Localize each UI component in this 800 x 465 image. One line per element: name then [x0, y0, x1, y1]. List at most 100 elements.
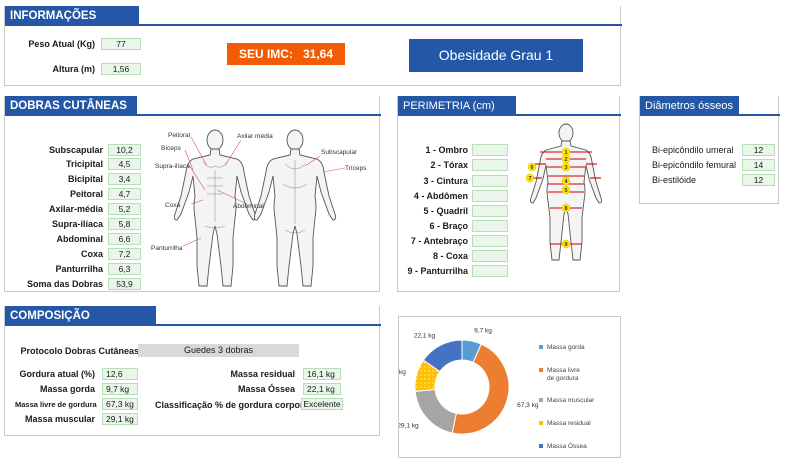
protocolo-select[interactable]: Guedes 3 dobras: [138, 344, 299, 357]
dobra-value-coxa[interactable]: 7,2: [108, 248, 141, 260]
marker-9: 9: [564, 242, 567, 248]
legend-label-3: Massa muscular: [547, 397, 595, 404]
legend-label-2: Massa livre de gordura: [547, 367, 580, 382]
dobra-value-soma[interactable]: 53,9: [108, 278, 141, 290]
diam-value-estiloide[interactable]: 12: [742, 174, 775, 186]
composicao-panel: COMPOSIÇÃO CORPORAL Protocolo Dobras Cut…: [4, 306, 381, 436]
info-header-line: [5, 24, 622, 26]
fig-label-peitoral: Peitoral: [168, 132, 191, 139]
perim-value-ombro[interactable]: [472, 144, 508, 156]
massa-ossea-value[interactable]: 22,1 kg: [303, 383, 341, 395]
dobra-value-panturrilha[interactable]: 6,3: [108, 263, 141, 275]
dobra-value-suprailiaca[interactable]: 5,8: [108, 218, 141, 230]
dobra-value-axilar[interactable]: 5,2: [108, 203, 141, 215]
dobras-title: DOBRAS CUTÂNEAS: [5, 96, 137, 116]
massa-muscular-value[interactable]: 29,1 kg: [102, 413, 138, 425]
legend-label-4: Massa residual: [547, 420, 591, 427]
donut-value-label-5: 22,1 kg: [414, 333, 436, 340]
diam-label-umeral: Bi-epicôndilo umeral: [652, 145, 734, 155]
fig-label-biceps: Bíceps: [161, 145, 182, 152]
peso-value[interactable]: 77: [101, 38, 141, 50]
fig-label-panturrilha: Panturrilha: [151, 245, 183, 252]
perim-value-cintura[interactable]: [472, 175, 508, 187]
perim-label-ombro: 1 - Ombro: [425, 145, 468, 155]
diam-value-umeral[interactable]: 12: [742, 144, 775, 156]
body-composition-donut-chart: 9,7 kg 67,3 kg 29,1 kg 16,1 kg 22,1 kg Massa…: [399, 327, 595, 450]
perim-label-quadril: 5 - Quadril: [423, 206, 468, 216]
massa-gorda-label: Massa gorda: [39, 384, 95, 394]
dobra-value-bicipital[interactable]: 3,4: [108, 173, 141, 185]
imc-box: SEU IMC: 31,64: [227, 43, 345, 65]
dobra-value-subscapular[interactable]: 10,2: [108, 144, 141, 156]
legend-label-1: Massa gorda: [547, 344, 585, 351]
perim-label-braco: 6 - Braço: [429, 221, 468, 231]
donut-slice-3: [414, 388, 457, 434]
dobra-label-axilar: Axilar-média: [48, 204, 103, 214]
dobra-value-tricipital[interactable]: 4,5: [108, 158, 141, 170]
perim-value-braco[interactable]: [472, 220, 508, 232]
marker-3: 3: [564, 165, 567, 171]
dobra-label-soma: Soma das Dobras: [26, 279, 103, 289]
marker-1: 1: [564, 150, 567, 156]
perim-value-quadril[interactable]: [472, 205, 508, 217]
massa-muscular-label: Massa muscular: [24, 414, 95, 424]
diam-value-femural[interactable]: 14: [742, 159, 775, 171]
donut-value-label-3: 29,1 kg: [399, 423, 419, 430]
perim-value-coxa[interactable]: [472, 250, 508, 262]
info-panel: INFORMAÇÕES GERAIS Peso Atual (Kg) 77 Al…: [4, 6, 622, 86]
perim-label-antebraco: 7 - Antebraço: [410, 236, 468, 246]
legend-swatch-4: [539, 421, 543, 425]
composicao-title: COMPOSIÇÃO CORPORAL: [5, 306, 156, 342]
donut-slice-5: [422, 339, 463, 373]
marker-8: 8: [564, 206, 567, 212]
dobra-label-tricipital: Tricipital: [65, 159, 103, 169]
legend-swatch-3: [539, 398, 543, 402]
massa-livre-label: Massa livre de gordura: [15, 400, 97, 409]
marker-2: 2: [564, 157, 567, 163]
fig-label-triceps: Tríceps: [345, 165, 367, 172]
diam-label-estiloide: Bi-estilóide: [652, 175, 697, 185]
perim-value-abdomen[interactable]: [472, 190, 508, 202]
perim-value-antebraco[interactable]: [472, 235, 508, 247]
perim-label-cintura: 3 - Cintura: [423, 176, 468, 186]
diametros-panel: Diâmetros ósseos Bi-epicôndilo umeral 12…: [639, 96, 780, 204]
skinfold-body-figure: Peitoral Axilar média Bíceps Supra-ilíac…: [151, 129, 367, 287]
massa-livre-value[interactable]: 67,3 kg: [102, 398, 138, 410]
imc-value: 31,64: [302, 47, 334, 61]
perimetria-panel: PERIMETRIA (cm) 1 - Ombro 2 - Tórax 3 - …: [397, 96, 621, 292]
dobras-panel: DOBRAS CUTÂNEAS Subscapular 10,2 Tricipi…: [4, 96, 381, 292]
marker-7: 7: [528, 176, 531, 182]
dobra-value-peitoral[interactable]: 4,7: [108, 188, 141, 200]
massa-residual-value[interactable]: 16,1 kg: [303, 368, 341, 380]
dobra-label-panturrilha: Panturrilha: [55, 264, 103, 274]
perim-value-panturrilha[interactable]: [472, 265, 508, 277]
classificacao-value[interactable]: Excelente: [301, 398, 343, 410]
dobra-value-abdominal[interactable]: 6,6: [108, 233, 141, 245]
classification-box: Obesidade Grau 1: [409, 39, 583, 72]
legend-swatch-2: [539, 368, 543, 372]
info-title: INFORMAÇÕES GERAIS: [5, 6, 139, 42]
perim-label-panturrilha: 9 - Panturrilha: [407, 266, 468, 276]
dobra-label-coxa: Coxa: [80, 249, 103, 259]
fig-label-axilar: Axilar média: [237, 133, 273, 140]
marker-5: 5: [564, 188, 567, 194]
fig-label-coxa: Coxa: [165, 202, 181, 209]
legend-label-5: Massa Óssea: [547, 441, 587, 450]
diametros-title: Diâmetros ósseos: [640, 96, 739, 116]
dobras-header-line: [5, 114, 381, 116]
fig-label-abdominal: Abdominal: [233, 203, 264, 210]
donut-slice-2: [451, 343, 510, 435]
massa-gorda-value[interactable]: 9,7 kg: [102, 383, 138, 395]
imc-label: SEU IMC:: [238, 47, 293, 61]
perim-value-torax[interactable]: [472, 159, 508, 171]
composicao-header-line: [5, 324, 381, 326]
gordura-value[interactable]: 12,6: [102, 368, 138, 380]
massa-ossea-label: Massa Óssea: [237, 384, 295, 394]
perim-label-coxa: 8 - Coxa: [432, 251, 468, 261]
altura-label: Altura (m): [52, 64, 96, 74]
perimeter-body-figure: 1 2 3 4 5 6 7 8 9: [526, 123, 603, 261]
marker-4: 4: [564, 179, 568, 185]
dobra-label-abdominal: Abdominal: [56, 234, 104, 244]
altura-value[interactable]: 1,56: [101, 63, 141, 75]
legend-swatch-1: [539, 345, 543, 349]
